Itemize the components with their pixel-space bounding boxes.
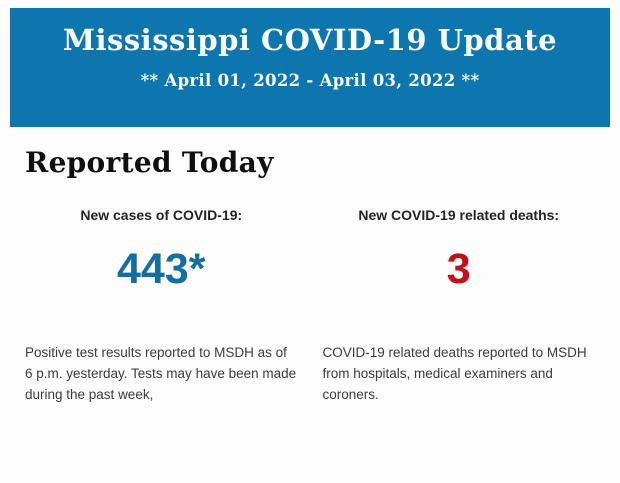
new-deaths-label: New COVID-19 related deaths: — [358, 207, 560, 223]
stat-new-cases: New cases of COVID-19: 443* Positive tes… — [25, 207, 298, 405]
newsletter-title: Mississippi COVID-19 Update — [62, 23, 558, 57]
header-banner: Mississippi COVID-19 Update ** April 01,… — [10, 8, 610, 127]
stat-new-deaths: New COVID-19 related deaths: 3 COVID-19 … — [323, 207, 596, 405]
covid-update-page: Mississippi COVID-19 Update ** April 01,… — [0, 8, 620, 483]
new-cases-value: 443* — [117, 245, 206, 293]
main-content: Reported Today New cases of COVID-19: 44… — [0, 146, 620, 405]
new-deaths-description: COVID-19 related deaths reported to MSDH… — [322, 345, 587, 402]
new-cases-label: New cases of COVID-19: — [80, 207, 243, 223]
newsletter-date-range: ** April 01, 2022 - April 03, 2022 ** — [140, 71, 480, 90]
new-deaths-value: 3 — [446, 245, 471, 293]
new-cases-description: Positive test results reported to MSDH a… — [25, 345, 297, 402]
stats-grid: New cases of COVID-19: 443* Positive tes… — [25, 207, 595, 405]
section-heading: Reported Today — [25, 146, 274, 179]
